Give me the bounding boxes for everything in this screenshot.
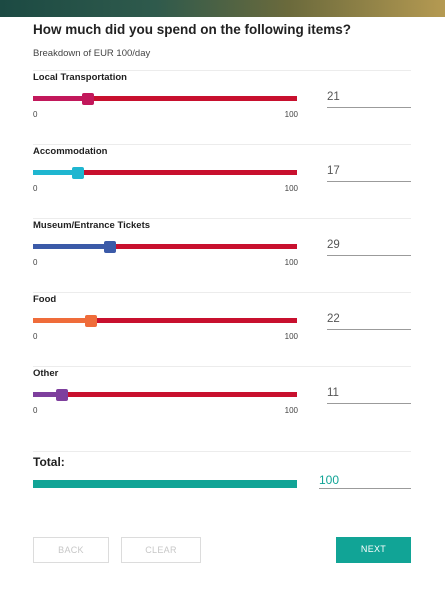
section-divider: [33, 70, 411, 71]
slider-max-label: 100: [284, 184, 298, 193]
total-divider: [33, 451, 411, 452]
slider-fill: [33, 392, 63, 397]
slider-fill: [33, 170, 78, 175]
section-divider: [33, 144, 411, 145]
section-divider: [33, 218, 411, 219]
slider-track[interactable]: [33, 314, 297, 327]
page-title: How much did you spend on the following …: [33, 22, 351, 37]
total-value: 100: [319, 473, 411, 489]
slider-min-label: 0: [33, 184, 38, 193]
slider-section-accommodation: Accommodation 0 100 17: [0, 144, 445, 218]
slider-fill: [33, 96, 89, 101]
next-button[interactable]: NEXT: [336, 537, 411, 563]
slider-label: Local Transportation: [33, 72, 127, 83]
slider-min-label: 0: [33, 406, 38, 415]
slider-max-label: 100: [284, 110, 298, 119]
slider-value-input[interactable]: 22: [327, 313, 411, 330]
slider-track[interactable]: [33, 388, 297, 401]
top-banner: [0, 0, 445, 17]
slider-section-local-transportation: Local Transportation 0 100 21: [0, 70, 445, 144]
slider-track[interactable]: [33, 166, 297, 179]
slider-thumb[interactable]: [103, 240, 116, 253]
slider-section-food: Food 0 100 22: [0, 292, 445, 366]
slider-thumb[interactable]: [85, 314, 98, 327]
slider-fill: [33, 318, 92, 323]
total-bar: [33, 480, 297, 488]
total-label: Total:: [33, 455, 65, 469]
slider-track[interactable]: [33, 240, 297, 253]
slider-min-label: 0: [33, 258, 38, 267]
slider-fill: [33, 244, 110, 249]
slider-thumb[interactable]: [56, 388, 69, 401]
slider-section-museum-tickets: Museum/Entrance Tickets 0 100 29: [0, 218, 445, 292]
page-subtitle: Breakdown of EUR 100/day: [33, 48, 151, 59]
slider-thumb[interactable]: [82, 92, 95, 105]
slider-value-input[interactable]: 11: [327, 387, 411, 404]
clear-button[interactable]: CLEAR: [121, 537, 201, 563]
section-divider: [33, 292, 411, 293]
slider-min-label: 0: [33, 110, 38, 119]
slider-track[interactable]: [33, 92, 297, 105]
slider-label: Food: [33, 294, 57, 305]
slider-value-input[interactable]: 21: [327, 91, 411, 108]
slider-value-input[interactable]: 17: [327, 165, 411, 182]
slider-min-label: 0: [33, 332, 38, 341]
slider-thumb[interactable]: [71, 166, 84, 179]
slider-max-label: 100: [284, 406, 298, 415]
slider-label: Other: [33, 368, 59, 379]
slider-max-label: 100: [284, 258, 298, 267]
slider-label: Accommodation: [33, 146, 108, 157]
slider-max-label: 100: [284, 332, 298, 341]
slider-value-input[interactable]: 29: [327, 239, 411, 256]
slider-section-other: Other 0 100 11: [0, 366, 445, 440]
back-button[interactable]: BACK: [33, 537, 109, 563]
section-divider: [33, 366, 411, 367]
slider-label: Museum/Entrance Tickets: [33, 220, 151, 231]
